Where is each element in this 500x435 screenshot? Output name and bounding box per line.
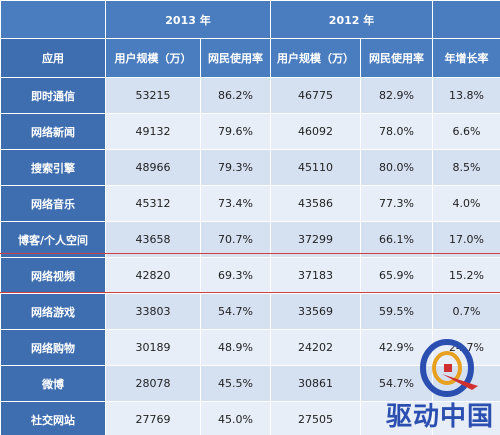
cell: 69.3% [199, 257, 272, 294]
table-row: 网络音乐 45312 73.4% 43586 77.3% 4.0% [0, 185, 500, 222]
cell: 80.0% [360, 149, 434, 186]
header-cell [0, 0, 106, 39]
cell: 48966 [105, 149, 201, 186]
column-header: 网民使用率 [199, 38, 272, 78]
cell: 70.7% [199, 221, 272, 258]
row-label: 即时通信 [0, 77, 106, 114]
cell: 27769 [105, 401, 201, 435]
cell: 33803 [105, 293, 201, 330]
cell: 24202 [270, 329, 362, 366]
table-row: 网络新闻 49132 79.6% 46092 78.0% 6.6% [0, 113, 500, 150]
cell: 28078 [105, 365, 201, 402]
row-label: 博客/个人空间 [0, 221, 106, 258]
cell: 4.0% [432, 185, 500, 222]
year-header: 2012 年 [270, 0, 434, 39]
cell: 37183 [270, 257, 362, 294]
cell: 65.9% [360, 257, 434, 294]
cell: 78.0% [360, 113, 434, 150]
cell: 77.3% [360, 185, 434, 222]
cell: 30861 [270, 365, 362, 402]
table-row: 网络游戏 33803 54.7% 33569 59.5% 0.7% [0, 293, 500, 330]
column-header: 用户规模（万） [105, 38, 201, 78]
table-row: 网络购物 30189 48.9% 24202 42.9% 24.7% [0, 329, 500, 366]
year-header-row: 2013 年 2012 年 [0, 0, 500, 39]
cell: 13.8% [432, 77, 500, 114]
cell [360, 401, 434, 435]
row-label: 社交网站 [0, 401, 106, 435]
cell: 37299 [270, 221, 362, 258]
year-header: 2013 年 [104, 0, 272, 39]
cell: 27505 [270, 401, 362, 435]
cell: 43586 [270, 185, 362, 222]
cell: 46092 [270, 113, 362, 150]
row-label: 搜索引擎 [0, 149, 106, 186]
column-header: 年增长率 [432, 38, 500, 78]
header-cell [432, 0, 500, 39]
cell: 73.4% [199, 185, 272, 222]
cell: 79.3% [199, 149, 272, 186]
cell: 17.0% [432, 221, 500, 258]
cell: 53215 [105, 77, 201, 114]
column-header: 用户规模（万） [270, 38, 362, 78]
row-label: 网络游戏 [0, 293, 106, 330]
cell: 8.5% [432, 149, 500, 186]
cell: 45312 [105, 185, 201, 222]
cell: 48.9% [199, 329, 272, 366]
watermark-text: 驱动中国 [385, 402, 494, 432]
cell: 46775 [270, 77, 362, 114]
table-row: 即时通信 53215 86.2% 46775 82.9% 13.8% [0, 77, 500, 114]
column-header-row: 应用 用户规模（万） 网民使用率 用户规模（万） 网民使用率 年增长率 [0, 38, 500, 78]
cell: 42.9% [360, 329, 434, 366]
cell: 86.2% [199, 77, 272, 114]
cell: 33569 [270, 293, 362, 330]
row-label: 网络视频 [0, 257, 106, 294]
cell: 42820 [105, 257, 201, 294]
row-label: 网络购物 [0, 329, 106, 366]
cell: 59.5% [360, 293, 434, 330]
cell: 79.6% [199, 113, 272, 150]
cell: 43658 [105, 221, 201, 258]
cell: 45110 [270, 149, 362, 186]
row-label: 网络音乐 [0, 185, 106, 222]
cell: 30189 [105, 329, 201, 366]
highlight-line [0, 292, 500, 293]
cell: 45.5% [199, 365, 272, 402]
row-label: 网络新闻 [0, 113, 106, 150]
column-header: 应用 [0, 38, 106, 78]
cell: 45.0% [199, 401, 272, 435]
watermark-logo [420, 339, 478, 397]
table-row: 网络视频 42820 69.3% 37183 65.9% 15.2% [0, 257, 500, 294]
table-row: 搜索引擎 48966 79.3% 45110 80.0% 8.5% [0, 149, 500, 186]
cell: 82.9% [360, 77, 434, 114]
table-body: 即时通信 53215 86.2% 46775 82.9% 13.8% 网络新闻 49132 79… [0, 77, 500, 435]
cell: 54.7% [199, 293, 272, 330]
cell: 0.7% [432, 293, 500, 330]
column-header: 网民使用率 [360, 38, 434, 78]
cell: 6.6% [432, 113, 500, 150]
cell: 49132 [105, 113, 201, 150]
row-label: 微博 [0, 365, 106, 402]
cell: 15.2% [432, 257, 500, 294]
highlight-line [0, 253, 500, 254]
table-row: 博客/个人空间 43658 70.7% 37299 66.1% 17.0% [0, 221, 500, 258]
